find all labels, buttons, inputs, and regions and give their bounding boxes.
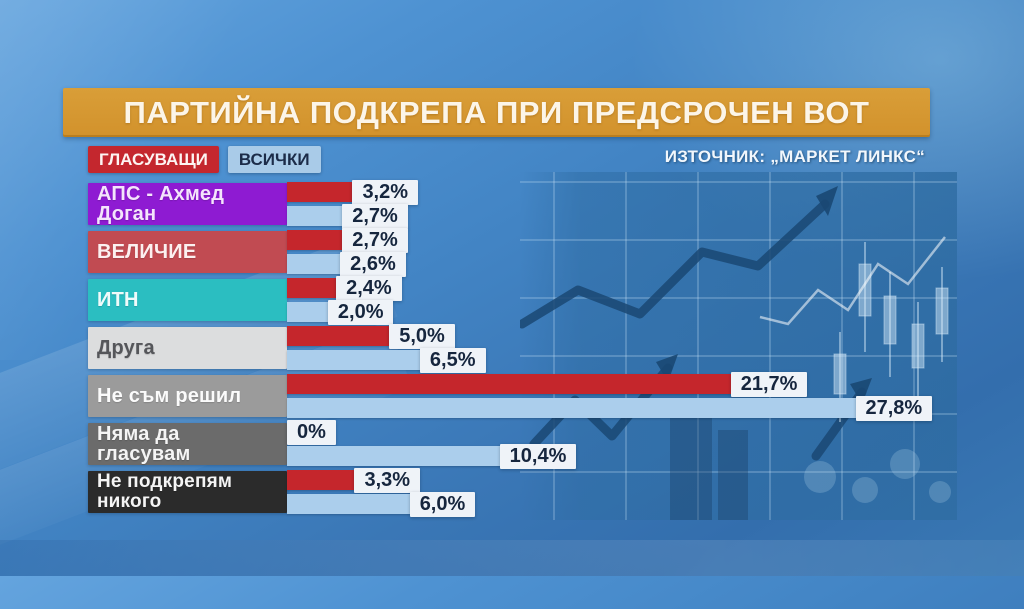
bar-all: [287, 254, 341, 274]
row-label: ВЕЛИЧИЕ: [88, 231, 287, 273]
chart-row: Няма да гласувам 0% 10,4%: [88, 419, 932, 469]
chart-row: ВЕЛИЧИЕ 2,7% 2,6%: [88, 227, 932, 277]
row-bars: 2,7% 2,6%: [287, 227, 408, 277]
row-label: ИТН: [88, 279, 287, 321]
grid-lines: [520, 172, 957, 520]
value-chip-voters: 0%: [287, 419, 336, 445]
bar-all: [287, 446, 500, 466]
bar-silhouettes: [670, 400, 748, 520]
value-chip-all: 2,7%: [342, 203, 408, 229]
value-chip-voters: 2,4%: [336, 275, 402, 301]
row-bars: 0% 10,4%: [287, 419, 577, 469]
row-bars: 21,7% 27,8%: [287, 371, 933, 421]
stock-chart-illustration: [517, 172, 957, 520]
value-chip-all: 6,0%: [409, 491, 476, 517]
value-chip-all: 2,6%: [340, 251, 406, 277]
page-title: ПАРТИЙНА ПОДКРЕПА ПРИ ПРЕДСРОЧЕН ВОТ: [123, 94, 870, 130]
chart-row: Не съм решил 21,7% 27,8%: [88, 371, 933, 421]
row-bars: 3,2% 2,7%: [287, 179, 419, 229]
candlestick-chart: [833, 242, 949, 422]
value-chip-all: 2,0%: [327, 299, 394, 325]
arrow-heads: [656, 186, 872, 404]
row-label: АПС - Ахмед Доган: [88, 183, 287, 225]
value-chip-all: 6,5%: [419, 347, 486, 373]
bar-all: [287, 494, 410, 514]
bar-all: [287, 398, 856, 418]
bar-all: [287, 206, 343, 226]
value-chip-all: 10,4%: [499, 443, 577, 469]
row-label: Не съм решил: [88, 375, 287, 417]
row-label: Не подкрепям никого: [88, 471, 287, 513]
legend-item-all: ВСИЧКИ: [227, 146, 321, 173]
bar-voters: [287, 470, 355, 490]
row-bars: 5,0% 6,5%: [287, 323, 486, 373]
row-bars: 3,3% 6,0%: [287, 467, 476, 517]
source-credit: ИЗТОЧНИК: „МАРКЕТ ЛИНКС“: [664, 147, 925, 166]
stock-chart-decoration: [517, 172, 957, 520]
title-bar: ПАРТИЙНА ПОДКРЕПА ПРИ ПРЕДСРОЧЕН ВОТ: [63, 88, 930, 137]
background-band: [0, 540, 1024, 576]
chart-row: АПС - Ахмед Доган 3,2% 2,7%: [88, 179, 932, 229]
chart-row: Друга 5,0% 6,5%: [88, 323, 932, 373]
bar-all: [287, 302, 328, 322]
legend: ГЛАСУВАЩИ ВСИЧКИ: [88, 146, 321, 173]
bar-voters: [287, 326, 390, 346]
value-chip-voters: 3,3%: [354, 467, 421, 493]
value-chip-voters: 2,7%: [342, 227, 408, 253]
row-bars: 2,4% 2,0%: [287, 275, 402, 325]
value-chip-voters: 21,7%: [730, 371, 808, 397]
bar-voters: [287, 374, 731, 394]
line-chart-decoration: [759, 236, 946, 326]
row-label: Друга: [88, 327, 287, 369]
chart-row: ИТН 2,4% 2,0%: [88, 275, 932, 325]
bar-chart: АПС - Ахмед Доган 3,2% 2,7% ВЕЛИЧИЕ 2,7%…: [88, 179, 933, 519]
bokeh-dots: [804, 449, 951, 503]
chart-row: Не подкрепям никого 3,3% 6,0%: [88, 467, 932, 517]
value-chip-all: 27,8%: [855, 395, 933, 421]
value-chip-voters: 3,2%: [352, 179, 419, 205]
value-chip-voters: 5,0%: [389, 323, 455, 349]
row-label: Няма да гласувам: [88, 423, 287, 465]
legend-item-voters: ГЛАСУВАЩИ: [88, 146, 219, 173]
bar-voters: [287, 278, 337, 298]
bar-voters: [287, 230, 343, 250]
bar-all: [287, 350, 420, 370]
bar-voters: [287, 182, 353, 202]
